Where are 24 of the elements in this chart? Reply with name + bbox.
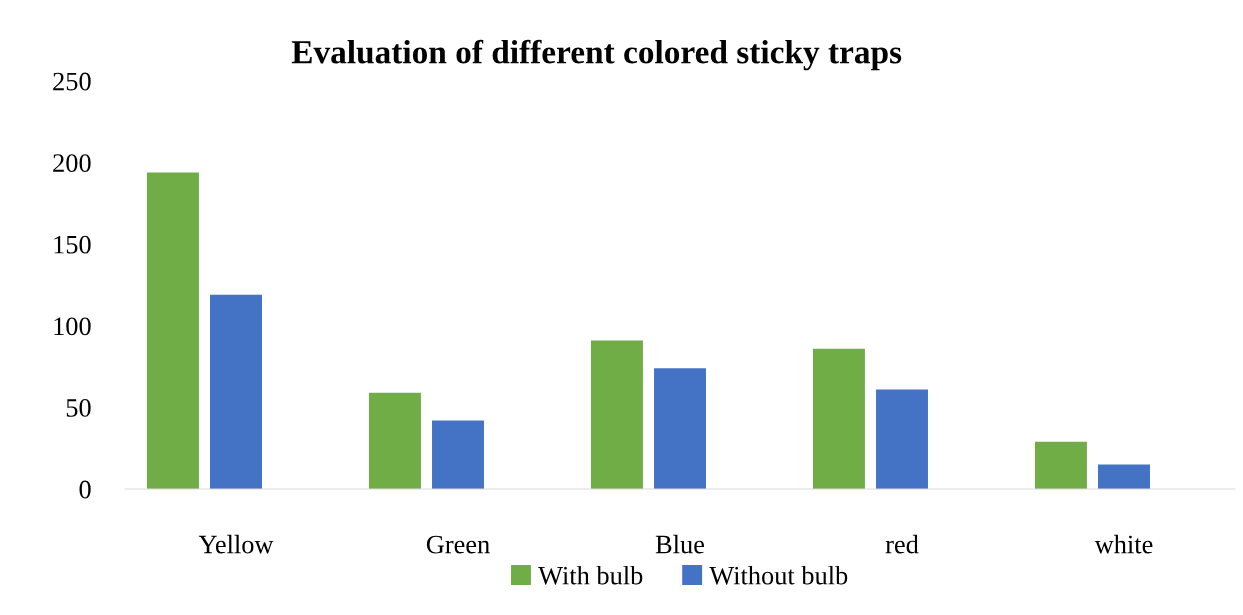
bar (654, 368, 706, 489)
y-tick-label: 100 (54, 317, 91, 336)
y-tick-label: 250 (53, 72, 91, 91)
bar (876, 389, 928, 489)
bar (146, 172, 199, 489)
x-tick-label: red (885, 534, 919, 554)
bar (432, 420, 484, 489)
x-tick-label: white (1094, 534, 1153, 554)
legend-label: With bulb (538, 565, 643, 585)
bar (590, 340, 643, 489)
chart-title: Evaluation of different colored sticky traps (291, 39, 902, 71)
y-tick-label: 50 (66, 399, 91, 417)
x-tick-label: Green (426, 535, 490, 554)
bar (1034, 441, 1087, 489)
y-tick-label: 150 (54, 235, 91, 254)
bar (812, 348, 865, 489)
x-tick-label: Blue (655, 534, 705, 554)
bar (210, 294, 262, 489)
legend-label: Without bulb (709, 565, 848, 585)
y-tick-label: 200 (53, 154, 91, 173)
x-tick-label: Yellow (198, 534, 274, 554)
y-tick-label: 0 (79, 480, 91, 499)
bar (368, 392, 421, 489)
bar (1098, 464, 1150, 489)
